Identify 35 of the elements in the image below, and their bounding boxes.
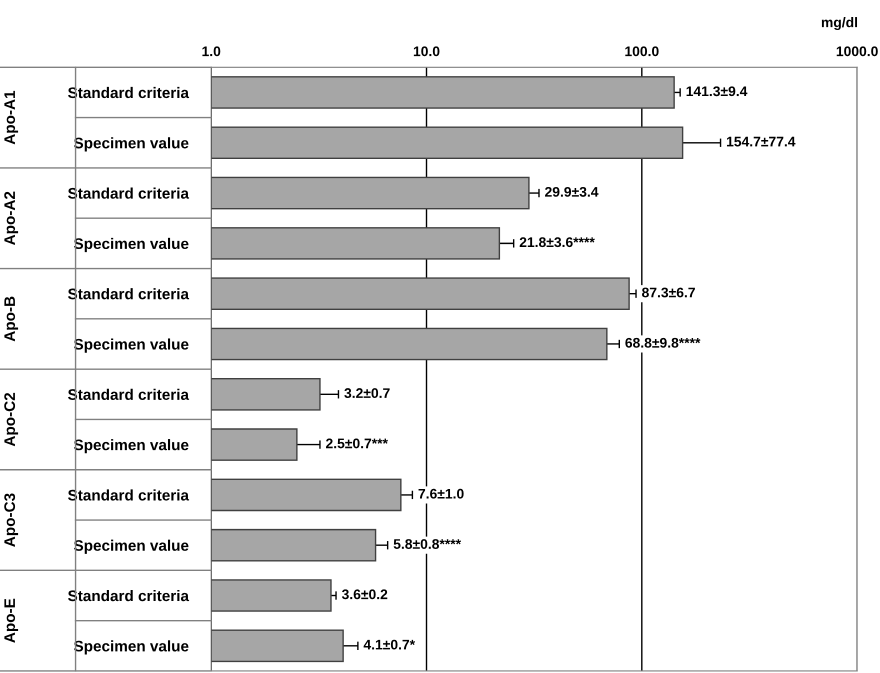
data-label: 21.8±3.6****	[520, 237, 595, 248]
y-tick-label: Standard criteria	[68, 288, 190, 300]
data-label: 4.1±0.7*	[364, 640, 416, 650]
text: Apo-B	[4, 296, 18, 342]
data-label: 29.9±3.4	[545, 186, 598, 197]
data-label: 68.8±9.8****	[625, 338, 700, 348]
data-label: 154.7±77.4	[726, 136, 796, 146]
text: Apo-A2	[4, 192, 18, 245]
x-tick-label: 10.0	[414, 46, 440, 56]
data-label: 3.2±0.7	[344, 388, 390, 398]
text: Apo-C3	[4, 493, 18, 547]
data-label: 5.8±0.8****	[394, 539, 462, 549]
data-label: 87.3±6.7	[642, 288, 695, 298]
text: Apo-E	[4, 598, 18, 643]
y-tick-label: Standard criteria	[68, 188, 190, 199]
x-axis-title: mg/dl	[822, 17, 858, 30]
x-tick-label: 100.0	[625, 46, 659, 56]
data-label: 7.6±1.0	[418, 488, 464, 499]
y-tick-label: Standard criteria	[68, 86, 190, 98]
text: Apo-A1	[4, 90, 18, 144]
y-tick-label: Standard criteria	[68, 388, 190, 400]
y-tick-label: Specimen value	[74, 137, 188, 152]
x-tick-label: 1000.0	[836, 46, 878, 56]
y-tick-label: Specimen value	[74, 439, 188, 454]
y-tick-label: Specimen value	[74, 640, 188, 655]
y-tick-label: Specimen value	[74, 338, 188, 353]
text: Apo-C2	[4, 392, 18, 446]
y-tick-label: Standard criteria	[68, 590, 190, 602]
x-tick-label: 1.0	[202, 46, 220, 56]
y-tick-label: Specimen value	[74, 540, 188, 554]
data-label: 3.6±0.2	[342, 589, 388, 600]
data-label: 141.3±9.4	[686, 86, 748, 96]
data-label: 2.5±0.7***	[326, 438, 388, 448]
y-tick-label: Standard criteria	[68, 489, 190, 501]
y-tick-label: Specimen value	[74, 238, 188, 252]
